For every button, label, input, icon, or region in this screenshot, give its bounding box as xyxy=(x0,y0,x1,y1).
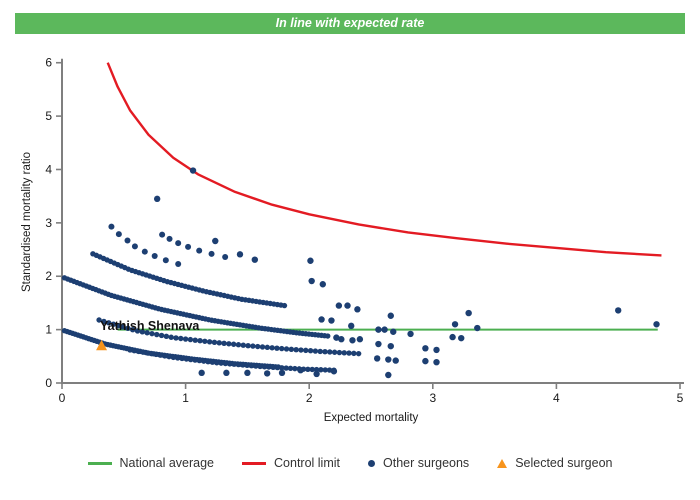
legend-item-national-average: National average xyxy=(87,456,215,470)
national-average-line-icon xyxy=(87,461,112,465)
legend-item-selected-surgeon: Selected surgeon xyxy=(497,456,612,470)
svg-text:3: 3 xyxy=(429,391,436,405)
svg-text:2: 2 xyxy=(45,269,52,283)
svg-text:1: 1 xyxy=(45,323,52,337)
svg-text:5: 5 xyxy=(45,109,52,123)
svg-text:4: 4 xyxy=(45,162,52,176)
chart-legend: National average Control limit Other sur… xyxy=(0,456,700,470)
svg-text:0: 0 xyxy=(59,391,66,405)
legend-label: Control limit xyxy=(274,456,341,470)
funnel-plot: 0 1 2 3 4 5 0 1 2 3 4 5 6 Standardised mortality rat… xyxy=(21,56,684,424)
svg-text:5: 5 xyxy=(677,391,684,405)
svg-text:6: 6 xyxy=(45,56,52,70)
legend-item-control-limit: Control limit xyxy=(242,456,340,470)
selected-surgeon-marker xyxy=(96,339,108,351)
svg-text:4: 4 xyxy=(553,391,560,405)
x-axis-title: Expected mortality xyxy=(324,412,419,424)
selected-surgeon-label: Yathish Shenava xyxy=(100,319,200,333)
control-limit-line-icon xyxy=(242,461,267,465)
svg-text:1: 1 xyxy=(182,391,189,405)
svg-text:2: 2 xyxy=(306,391,313,405)
legend-label: National average xyxy=(119,456,215,470)
legend-label: Selected surgeon xyxy=(515,456,613,470)
status-banner: In line with expected rate xyxy=(15,13,685,34)
y-axis-title: Standardised mortality ratio xyxy=(21,152,33,292)
legend-label: Other surgeons xyxy=(383,456,470,470)
legend-item-other-surgeons: Other surgeons xyxy=(368,456,469,470)
selected-surgeon-triangle-icon xyxy=(497,458,508,468)
svg-text:3: 3 xyxy=(45,216,52,230)
svg-text:0: 0 xyxy=(45,376,52,390)
other-surgeons-dot-icon xyxy=(368,459,376,467)
